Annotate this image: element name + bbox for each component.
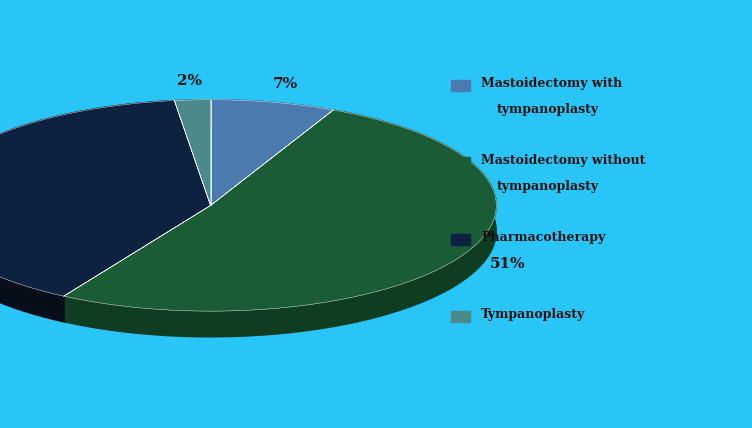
Text: 2%: 2% [177,74,202,88]
Text: 51%: 51% [490,257,526,271]
Polygon shape [211,100,333,136]
Polygon shape [64,110,496,311]
Text: Pharmacotherapy: Pharmacotherapy [481,231,605,244]
Polygon shape [0,101,211,296]
Polygon shape [174,100,211,205]
Bar [451,312,470,322]
Polygon shape [174,100,211,126]
Text: 7%: 7% [272,77,297,91]
Bar [451,234,470,245]
Text: Mastoidectomy without: Mastoidectomy without [481,154,646,167]
Text: Mastoidectomy with: Mastoidectomy with [481,77,623,90]
Text: tympanoplasty: tympanoplasty [496,180,599,193]
Polygon shape [0,101,174,322]
Text: tympanoplasty: tympanoplasty [496,103,599,116]
Bar [451,80,470,91]
Polygon shape [211,100,333,205]
Text: Tympanoplasty: Tympanoplasty [481,308,586,321]
Bar [451,157,470,168]
Polygon shape [64,110,496,337]
